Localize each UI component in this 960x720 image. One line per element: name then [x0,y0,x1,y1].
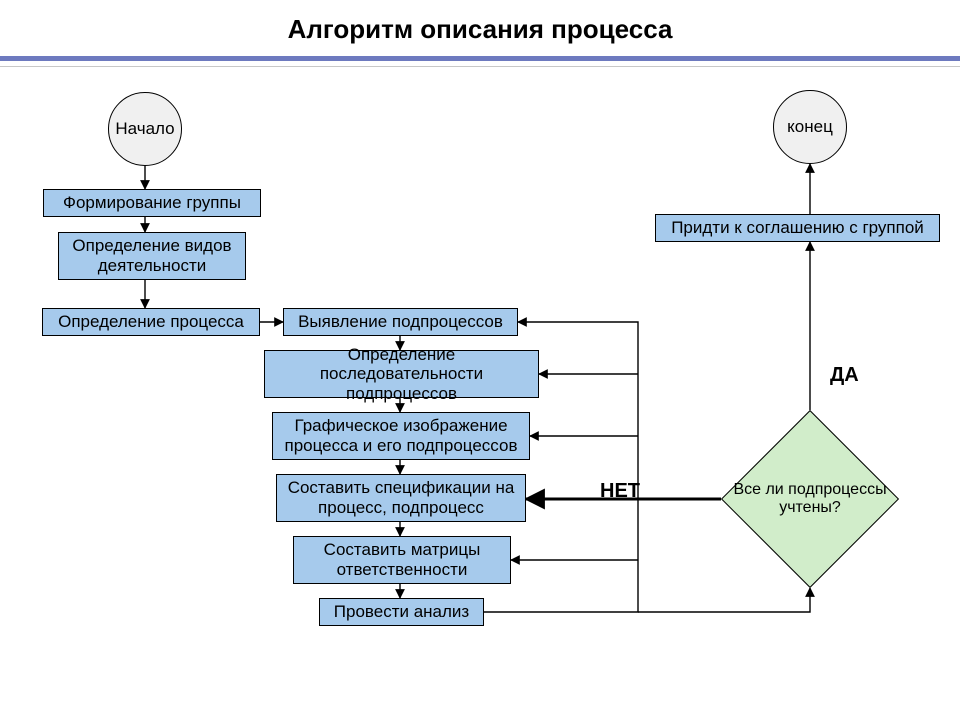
process-n7: Составить спецификации на процесс, подпр… [276,474,526,522]
terminal-end: конец [773,90,847,164]
page-title: Алгоритм описания процесса [0,14,960,45]
title-divider [0,66,960,67]
decision-no-label: НЕТ [600,480,640,503]
decision-decision: Все ли подпроцессы учтены? [747,436,873,562]
process-n9: Провести анализ [319,598,484,626]
process-n8: Составить матрицы ответственности [293,536,511,584]
process-n6: Графическое изображение процесса и его п… [272,412,530,460]
process-n4: Выявление подпроцессов [283,308,518,336]
process-agree: Придти к соглашению с группой [655,214,940,242]
process-n1: Формирование группы [43,189,261,217]
process-n2: Определение видов деятельности [58,232,246,280]
decision-yes-label: ДА [830,364,859,387]
terminal-start: Начало [108,92,182,166]
title-bar [0,56,960,61]
process-n5: Определение последовательности подпроцес… [264,350,539,398]
process-n3: Определение процесса [42,308,260,336]
